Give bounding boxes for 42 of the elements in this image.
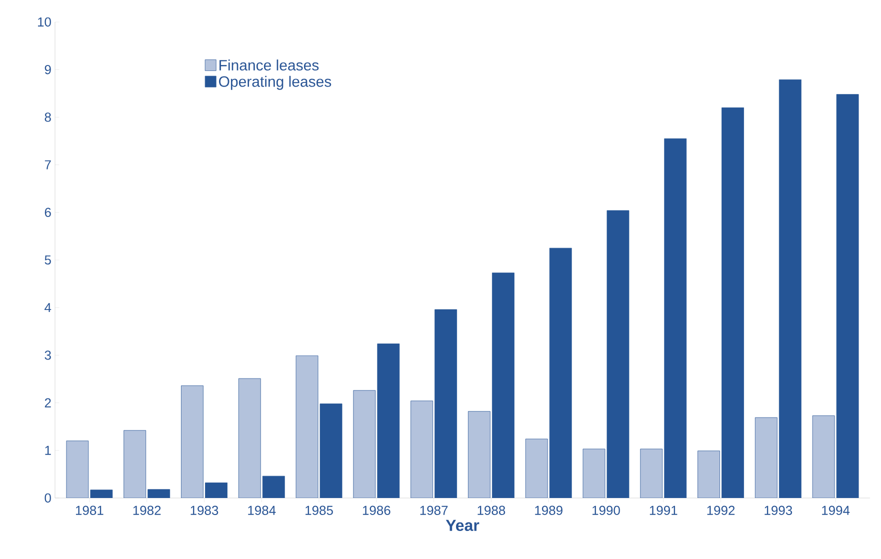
bar bbox=[124, 430, 146, 498]
y-tick-label: 10 bbox=[38, 17, 51, 27]
x-tick-label: 1981 bbox=[76, 506, 104, 515]
bar bbox=[812, 415, 835, 498]
x-tick-label: 1991 bbox=[650, 506, 678, 515]
x-tick-label: 1985 bbox=[306, 506, 333, 515]
bar bbox=[296, 355, 318, 498]
x-tick-label: 1987 bbox=[420, 506, 448, 515]
x-tick-label: 1986 bbox=[362, 506, 390, 515]
x-tick-label: 1983 bbox=[190, 506, 218, 515]
y-tick-label: 9 bbox=[44, 64, 51, 74]
x-tick-label: 1993 bbox=[764, 506, 792, 515]
bar bbox=[353, 390, 376, 498]
bar bbox=[754, 417, 778, 498]
bar bbox=[66, 440, 89, 498]
x-tick-label: 1982 bbox=[133, 506, 161, 515]
legend-label: Finance leases bbox=[220, 60, 319, 71]
bar bbox=[410, 400, 434, 498]
bar bbox=[640, 448, 663, 498]
bar bbox=[525, 438, 548, 498]
bar bbox=[582, 448, 606, 498]
x-tick-label: 1988 bbox=[478, 506, 506, 515]
y-tick-label: 8 bbox=[44, 112, 51, 122]
y-tick-label: 2 bbox=[44, 398, 51, 408]
y-tick-label: 7 bbox=[44, 160, 51, 170]
x-tick-label: 1992 bbox=[707, 506, 735, 515]
x-tick-label: 1984 bbox=[248, 506, 276, 515]
bar bbox=[698, 450, 720, 498]
legend-label: Operating leases bbox=[219, 76, 332, 90]
y-tick-label: 0 bbox=[44, 493, 51, 503]
bar bbox=[468, 411, 490, 498]
y-tick-label: 3 bbox=[44, 350, 51, 360]
y-tick-label: 5 bbox=[44, 255, 51, 265]
x-tick-label: 1994 bbox=[822, 506, 850, 515]
y-tick-label: 4 bbox=[44, 303, 52, 312]
x-tick-label: 1990 bbox=[592, 506, 620, 515]
bar bbox=[181, 385, 204, 498]
x-axis-title: Year bbox=[446, 520, 480, 532]
x-tick-label: 1989 bbox=[535, 506, 562, 515]
bar bbox=[238, 378, 261, 498]
y-tick-label: 6 bbox=[44, 208, 51, 217]
y-tick-label: 1 bbox=[45, 446, 51, 455]
